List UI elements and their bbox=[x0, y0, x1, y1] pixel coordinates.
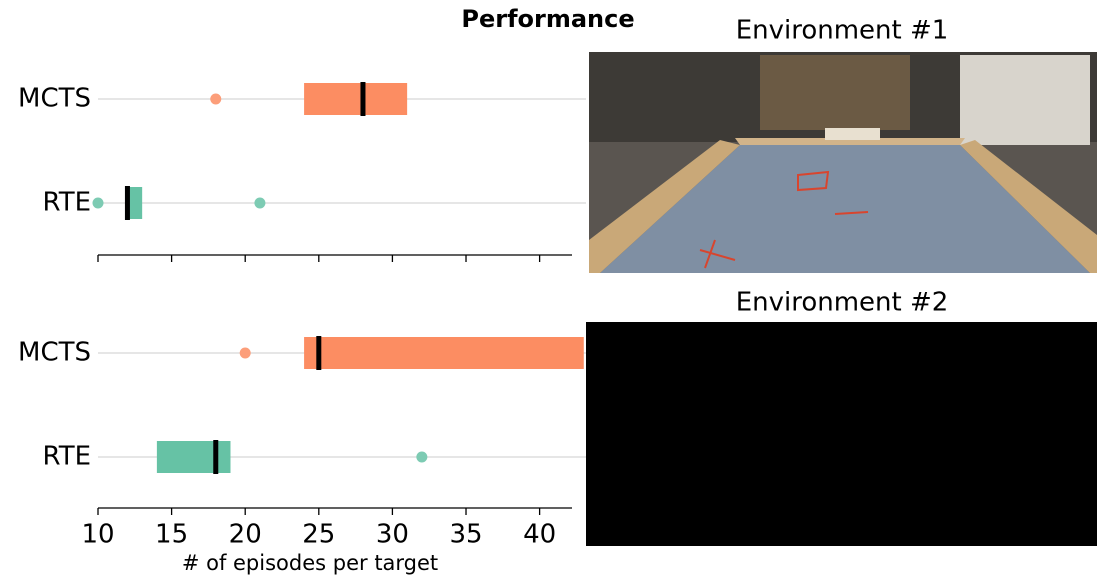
median bbox=[213, 440, 219, 474]
outlier bbox=[92, 197, 104, 209]
x-axis-label: # of episodes per target bbox=[182, 551, 438, 575]
outlier bbox=[210, 93, 222, 105]
outlier bbox=[239, 347, 251, 359]
x-tick-label: 15 bbox=[155, 520, 188, 550]
box bbox=[304, 83, 408, 115]
image-title: Environment #1 bbox=[736, 16, 949, 46]
box bbox=[304, 337, 584, 369]
environment-image bbox=[586, 322, 1097, 546]
image-title: Environment #2 bbox=[736, 288, 949, 318]
x-tick-label: 35 bbox=[449, 520, 482, 550]
category-label: MCTS bbox=[18, 338, 91, 368]
category-label: RTE bbox=[43, 442, 91, 472]
median bbox=[124, 186, 130, 220]
outlier bbox=[416, 451, 428, 463]
outlier bbox=[254, 197, 266, 209]
environment-photo bbox=[589, 52, 1097, 273]
x-tick-label: 20 bbox=[229, 520, 262, 550]
median bbox=[360, 82, 366, 116]
figure-title: Performance bbox=[461, 5, 634, 33]
category-label: MCTS bbox=[18, 84, 91, 114]
median bbox=[316, 336, 322, 370]
x-tick-label: 40 bbox=[523, 520, 556, 550]
x-tick-label: 10 bbox=[81, 520, 114, 550]
x-tick-label: 25 bbox=[302, 520, 335, 550]
box bbox=[156, 441, 231, 473]
category-label: RTE bbox=[43, 188, 91, 218]
x-tick-label: 30 bbox=[376, 520, 409, 550]
box bbox=[127, 187, 143, 219]
